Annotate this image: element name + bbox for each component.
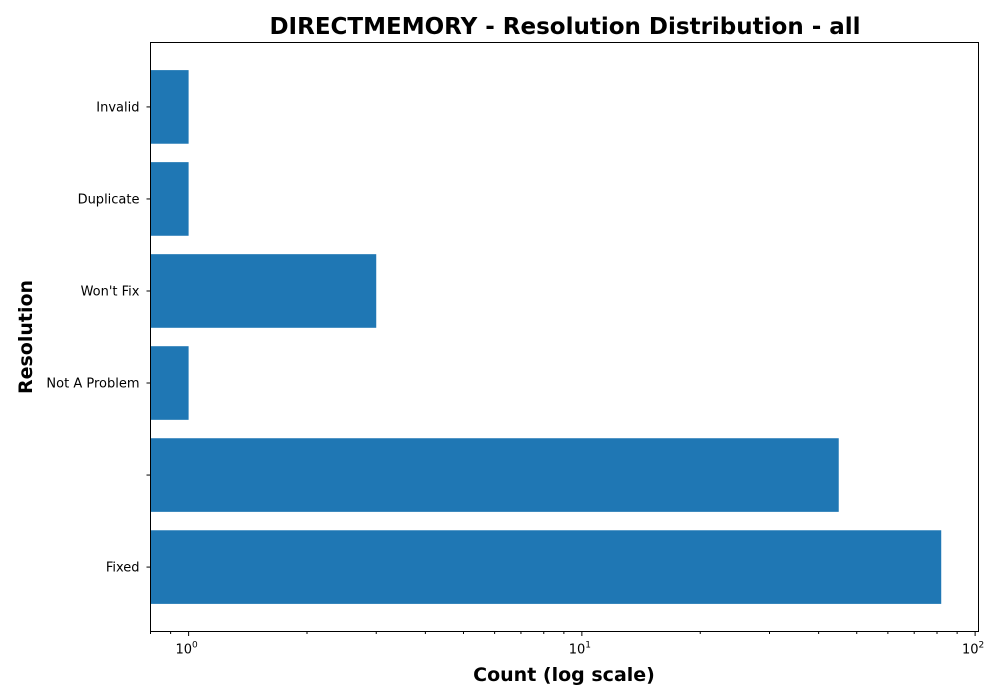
bars-group [150, 70, 942, 604]
chart-title: DIRECTMEMORY - Resolution Distribution -… [269, 14, 860, 40]
bar-1 [150, 438, 839, 512]
x-tick-label-1: 101 [569, 641, 591, 658]
bar-3 [150, 254, 377, 328]
x-axis-label: Count (log scale) [473, 664, 655, 686]
y-tick-label-4: Duplicate [78, 192, 140, 207]
y-axis: Fixed Not A Problem Won't Fix Duplicate Inva… [46, 100, 151, 576]
bar-2 [150, 346, 189, 420]
y-tick-label-3: Won't Fix [81, 284, 140, 299]
x-tick-label-0: 100 [175, 641, 198, 658]
bar-0 [150, 530, 942, 604]
bar-4 [150, 162, 189, 236]
y-tick-label-2: Not A Problem [46, 377, 139, 392]
y-tick-label-0: Fixed [106, 561, 140, 576]
plot-frame [150, 42, 979, 632]
y-tick-label-5: Invalid [96, 100, 139, 115]
x-axis: 100 101 102 [150, 631, 984, 658]
bar-5 [150, 70, 189, 144]
y-axis-label: Resolution [15, 280, 37, 394]
x-tick-label-2: 102 [962, 641, 984, 658]
